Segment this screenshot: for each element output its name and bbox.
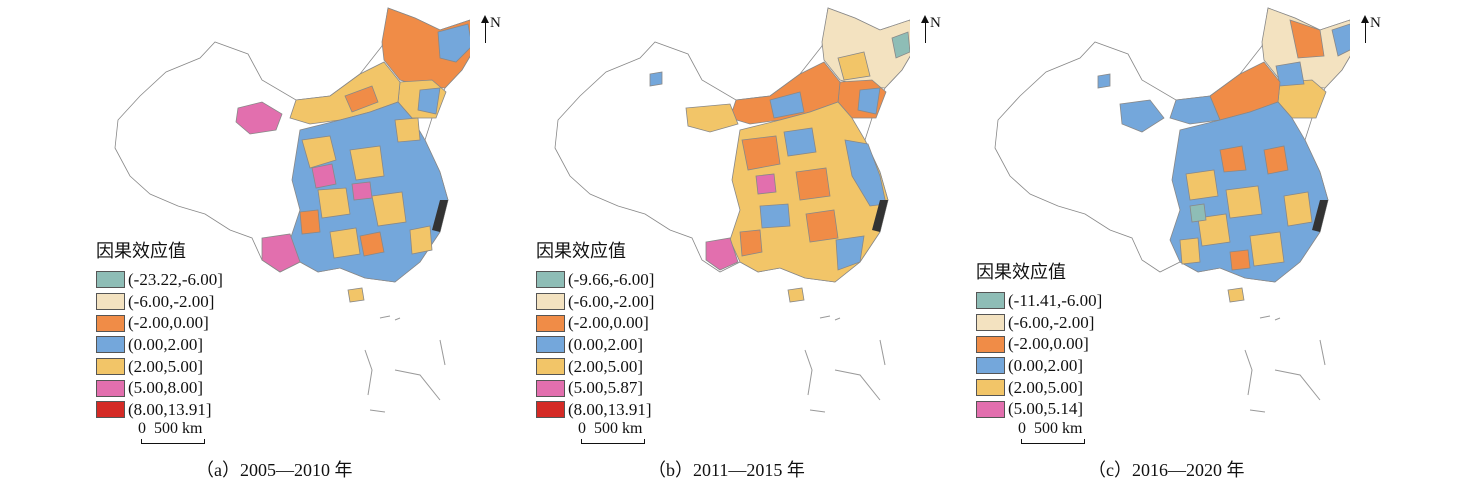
legend-swatch <box>976 400 1005 418</box>
legend-item: (0.00,2.00] <box>96 334 223 356</box>
legend-label: (-6.00,-2.00] <box>1008 312 1095 332</box>
legend-label: (-2.00,0.00] <box>1008 334 1089 354</box>
legend-swatch <box>96 271 125 289</box>
legend-label: (-11.41,-6.00] <box>1008 290 1103 310</box>
legend-swatch <box>536 358 565 376</box>
legend-item: (-6.00,-2.00] <box>976 312 1102 334</box>
legend-item: (-2.00,0.00] <box>536 312 654 334</box>
north-label: N <box>490 15 501 31</box>
legend-label: (-6.00,-2.00] <box>128 291 215 311</box>
legend-c: 因果效应值 (-11.41,-6.00] (-6.00,-2.00] (-2.0… <box>976 258 1102 420</box>
legend-item: (0.00,2.00] <box>976 355 1102 377</box>
legend-swatch <box>536 314 565 332</box>
legend-item: (-6.00,-2.00] <box>536 291 654 313</box>
legend-item: (5.00,5.14] <box>976 398 1102 420</box>
legend-item: (-23.22,-6.00] <box>96 269 223 291</box>
legend-label: (0.00,2.00] <box>1008 355 1084 375</box>
scale-bar-c: 0 500 km <box>1018 420 1085 444</box>
legend-label: (2.00,5.00] <box>1008 377 1084 397</box>
legend-item: (5.00,5.87] <box>536 377 654 399</box>
north-arrow-icon <box>1361 15 1369 43</box>
legend-swatch <box>536 271 565 289</box>
legend-label: (5.00,5.87] <box>568 378 644 398</box>
caption-a: （a）2005—2010 年 <box>196 460 353 480</box>
legend-swatch <box>536 401 565 419</box>
legend-label: (2.00,5.00] <box>568 356 644 376</box>
north-label: N <box>1370 15 1381 31</box>
region-im-orange <box>344 85 379 113</box>
region-xinjiang-pink <box>235 101 283 135</box>
scale-text: 0 500 km <box>1018 420 1083 437</box>
caption-b: （b）2011—2015 年 <box>648 460 805 480</box>
legend-item: (0.00,2.00] <box>536 334 654 356</box>
map-panel-a: N 因果效应值 (-23.22,-6.00] (-6.00,-2.00] (-2… <box>0 0 501 491</box>
north-arrow-icon <box>921 15 929 43</box>
legend-swatch <box>96 401 125 419</box>
legend-swatch <box>96 336 125 354</box>
legend-item: (8.00,13.91] <box>536 399 654 421</box>
legend-swatch <box>96 314 125 332</box>
legend-swatch <box>976 314 1005 332</box>
scale-bar-line <box>1021 439 1085 444</box>
legend-label: (-2.00,0.00] <box>568 313 649 333</box>
legend-label: (0.00,2.00] <box>568 334 644 354</box>
hainan-island <box>1227 287 1245 303</box>
north-label: N <box>930 15 941 31</box>
legend-item: (2.00,5.00] <box>976 377 1102 399</box>
legend-item: (-9.66,-6.00] <box>536 269 654 291</box>
legend-title: 因果效应值 <box>536 241 626 262</box>
legend-swatch <box>976 357 1005 375</box>
legend-item: (-6.00,-2.00] <box>96 291 223 313</box>
legend-swatch <box>976 379 1005 397</box>
legend-title: 因果效应值 <box>976 262 1066 283</box>
legend-item: (-11.41,-6.00] <box>976 290 1102 312</box>
legend-item: (5.00,8.00] <box>96 377 223 399</box>
china-map-c <box>994 7 1350 413</box>
legend-swatch <box>96 293 125 311</box>
legend-swatch <box>536 336 565 354</box>
map-panel-b: N 因果效应值 (-9.66,-6.00] (-6.00,-2.00] (-2.… <box>440 0 941 491</box>
legend-swatch <box>96 358 125 376</box>
legend-label: (0.00,2.00] <box>128 334 204 354</box>
legend-item: (8.00,13.91] <box>96 399 223 421</box>
scale-bar-line <box>141 439 205 444</box>
region-liaoning-blue <box>417 87 441 115</box>
legend-b: 因果效应值 (-9.66,-6.00] (-6.00,-2.00] (-2.00… <box>536 237 654 421</box>
scale-bar-a: 0 500 km <box>138 420 205 444</box>
scale-text: 0 500 km <box>138 420 203 437</box>
legend-item: (-2.00,0.00] <box>96 312 223 334</box>
hainan-island <box>787 287 805 303</box>
caption-c: （c）2016—2020 年 <box>1088 460 1245 480</box>
legend-label: (-9.66,-6.00] <box>568 269 655 289</box>
legend-item: (-2.00,0.00] <box>976 333 1102 355</box>
legend-label: (5.00,5.14] <box>1008 399 1084 419</box>
china-map-a <box>114 7 470 413</box>
legend-label: (8.00,13.91] <box>568 399 652 419</box>
legend-item: (2.00,5.00] <box>96 356 223 378</box>
legend-label: (-6.00,-2.00] <box>568 291 655 311</box>
legend-title: 因果效应值 <box>96 241 186 262</box>
legend-a: 因果效应值 (-23.22,-6.00] (-6.00,-2.00] (-2.0… <box>96 237 223 421</box>
scale-bar-line <box>581 439 645 444</box>
legend-label: (-2.00,0.00] <box>128 313 209 333</box>
scale-text: 0 500 km <box>578 420 643 437</box>
legend-swatch <box>976 335 1005 353</box>
map-panel-c: N 因果效应值 (-11.41,-6.00] (-6.00,-2.00] (-2… <box>880 0 1381 491</box>
legend-swatch <box>976 292 1005 310</box>
north-arrow-icon <box>481 15 489 43</box>
china-map-b <box>554 7 910 413</box>
legend-label: (2.00,5.00] <box>128 356 204 376</box>
legend-label: (8.00,13.91] <box>128 399 212 419</box>
region-heilongjiang-blue <box>437 23 470 63</box>
legend-swatch <box>96 379 125 397</box>
legend-swatch <box>536 379 565 397</box>
scale-bar-b: 0 500 km <box>578 420 645 444</box>
region-northeast <box>381 7 470 89</box>
legend-swatch <box>536 293 565 311</box>
legend-label: (-23.22,-6.00] <box>128 269 223 289</box>
hainan-island <box>347 287 365 303</box>
region-yunnan-pink <box>261 233 301 273</box>
legend-label: (5.00,8.00] <box>128 378 204 398</box>
legend-item: (2.00,5.00] <box>536 356 654 378</box>
